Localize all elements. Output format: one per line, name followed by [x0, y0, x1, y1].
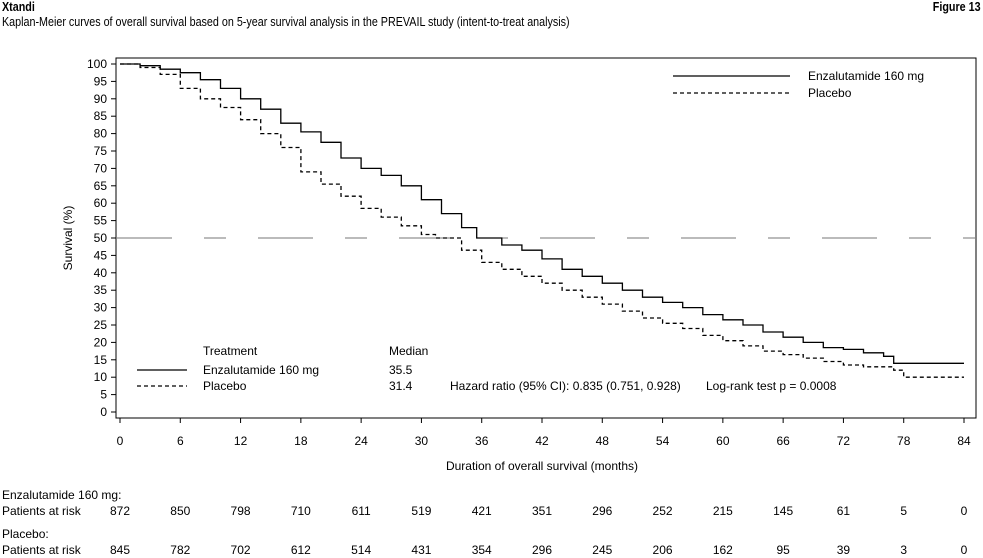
- x-tick-label: 6: [177, 434, 184, 448]
- x-tick-label: 12: [234, 434, 248, 448]
- y-tick-label: 65: [94, 179, 108, 193]
- x-tick-label: 48: [596, 434, 610, 448]
- risk-count: 0: [960, 504, 968, 518]
- risk-count: 5: [900, 504, 908, 518]
- x-tick-label: 24: [354, 434, 368, 448]
- risk-row-label: Patients at risk: [2, 543, 81, 557]
- risk-count: 850: [170, 504, 191, 518]
- chart-subtitle: Kaplan-Meier curves of overall survival …: [2, 15, 570, 29]
- logrank-text: Log-rank test p = 0.0008: [706, 379, 837, 393]
- figure-label: Figure 13: [933, 0, 981, 14]
- risk-count: 431: [411, 543, 432, 557]
- risk-count: 245: [592, 543, 613, 557]
- risk-count: 3: [900, 543, 908, 557]
- risk-count: 162: [712, 543, 733, 557]
- risk-count: 845: [109, 543, 131, 557]
- y-tick-label: 25: [94, 318, 108, 332]
- x-tick-label: 42: [535, 434, 549, 448]
- y-tick-label: 20: [94, 335, 108, 349]
- inset-median-value: 35.5: [389, 363, 413, 377]
- y-tick-label: 30: [94, 301, 108, 315]
- risk-count: 872: [109, 504, 131, 518]
- inset-treatment-label: Placebo: [203, 379, 247, 393]
- hazard-ratio-text: Hazard ratio (95% CI): 0.835 (0.751, 0.9…: [450, 379, 681, 393]
- risk-count: 611: [351, 504, 371, 518]
- legend-label: Placebo: [808, 86, 852, 100]
- risk-row-label: Patients at risk: [2, 504, 81, 518]
- series-placebo-curve: [120, 63, 964, 378]
- y-tick-label: 100: [87, 57, 107, 71]
- y-tick-label: 0: [100, 405, 107, 419]
- y-tick-label: 70: [94, 161, 108, 175]
- risk-count: 798: [230, 504, 251, 518]
- risk-count: 514: [351, 543, 372, 557]
- y-tick-label: 40: [94, 266, 108, 280]
- y-tick-label: 75: [94, 144, 108, 158]
- inset-median-value: 31.4: [389, 379, 413, 393]
- series-enzalutamide-curve: [120, 63, 964, 364]
- risk-count: 39: [836, 543, 851, 557]
- y-tick-label: 60: [94, 196, 108, 210]
- y-tick-label: 90: [94, 92, 108, 106]
- risk-count: 421: [471, 504, 492, 518]
- risk-count: 215: [712, 504, 733, 518]
- x-tick-label: 54: [656, 434, 670, 448]
- risk-count: 702: [230, 543, 251, 557]
- risk-count: 61: [836, 504, 851, 518]
- inset-header-median: Median: [389, 344, 428, 358]
- x-tick-label: 78: [897, 434, 911, 448]
- risk-count: 351: [531, 504, 553, 518]
- y-tick-label: 85: [94, 109, 108, 123]
- y-tick-label: 95: [94, 74, 108, 88]
- x-tick-label: 60: [716, 434, 730, 448]
- risk-group-name: Enzalutamide 160 mg:: [2, 488, 122, 502]
- y-axis-label: Survival (%): [61, 206, 75, 271]
- risk-count: 519: [411, 504, 432, 518]
- y-tick-label: 50: [94, 231, 108, 245]
- km-chart: 0510152025303540455055606570758085909510…: [61, 57, 977, 473]
- y-tick-label: 55: [94, 214, 108, 228]
- risk-count: 0: [960, 543, 968, 557]
- x-tick-label: 0: [117, 434, 124, 448]
- risk-count: 95: [776, 543, 790, 557]
- risk-count: 782: [170, 543, 191, 557]
- risk-count: 252: [652, 504, 673, 518]
- x-tick-label: 66: [776, 434, 790, 448]
- risk-count: 296: [592, 504, 613, 518]
- inset-header-treatment: Treatment: [203, 344, 258, 358]
- x-axis-label: Duration of overall survival (months): [446, 459, 638, 473]
- brand-title: Xtandi: [2, 0, 35, 14]
- risk-count: 710: [290, 504, 311, 518]
- risk-count: 145: [773, 504, 794, 518]
- risk-count: 354: [471, 543, 492, 557]
- x-tick-label: 18: [294, 434, 308, 448]
- legend-label: Enzalutamide 160 mg: [808, 69, 924, 83]
- x-tick-label: 36: [475, 434, 489, 448]
- y-tick-label: 80: [94, 127, 108, 141]
- y-tick-label: 35: [94, 283, 108, 297]
- y-tick-label: 45: [94, 248, 108, 262]
- y-tick-label: 5: [100, 388, 107, 402]
- x-tick-label: 84: [957, 434, 971, 448]
- y-tick-label: 15: [94, 353, 108, 367]
- x-tick-label: 30: [415, 434, 429, 448]
- risk-count: 296: [531, 543, 553, 557]
- y-tick-label: 10: [94, 370, 108, 384]
- risk-count: 612: [290, 543, 311, 557]
- x-tick-label: 72: [837, 434, 851, 448]
- inset-treatment-label: Enzalutamide 160 mg: [203, 363, 319, 377]
- risk-group-name: Placebo:: [2, 527, 49, 541]
- risk-count: 206: [652, 543, 673, 557]
